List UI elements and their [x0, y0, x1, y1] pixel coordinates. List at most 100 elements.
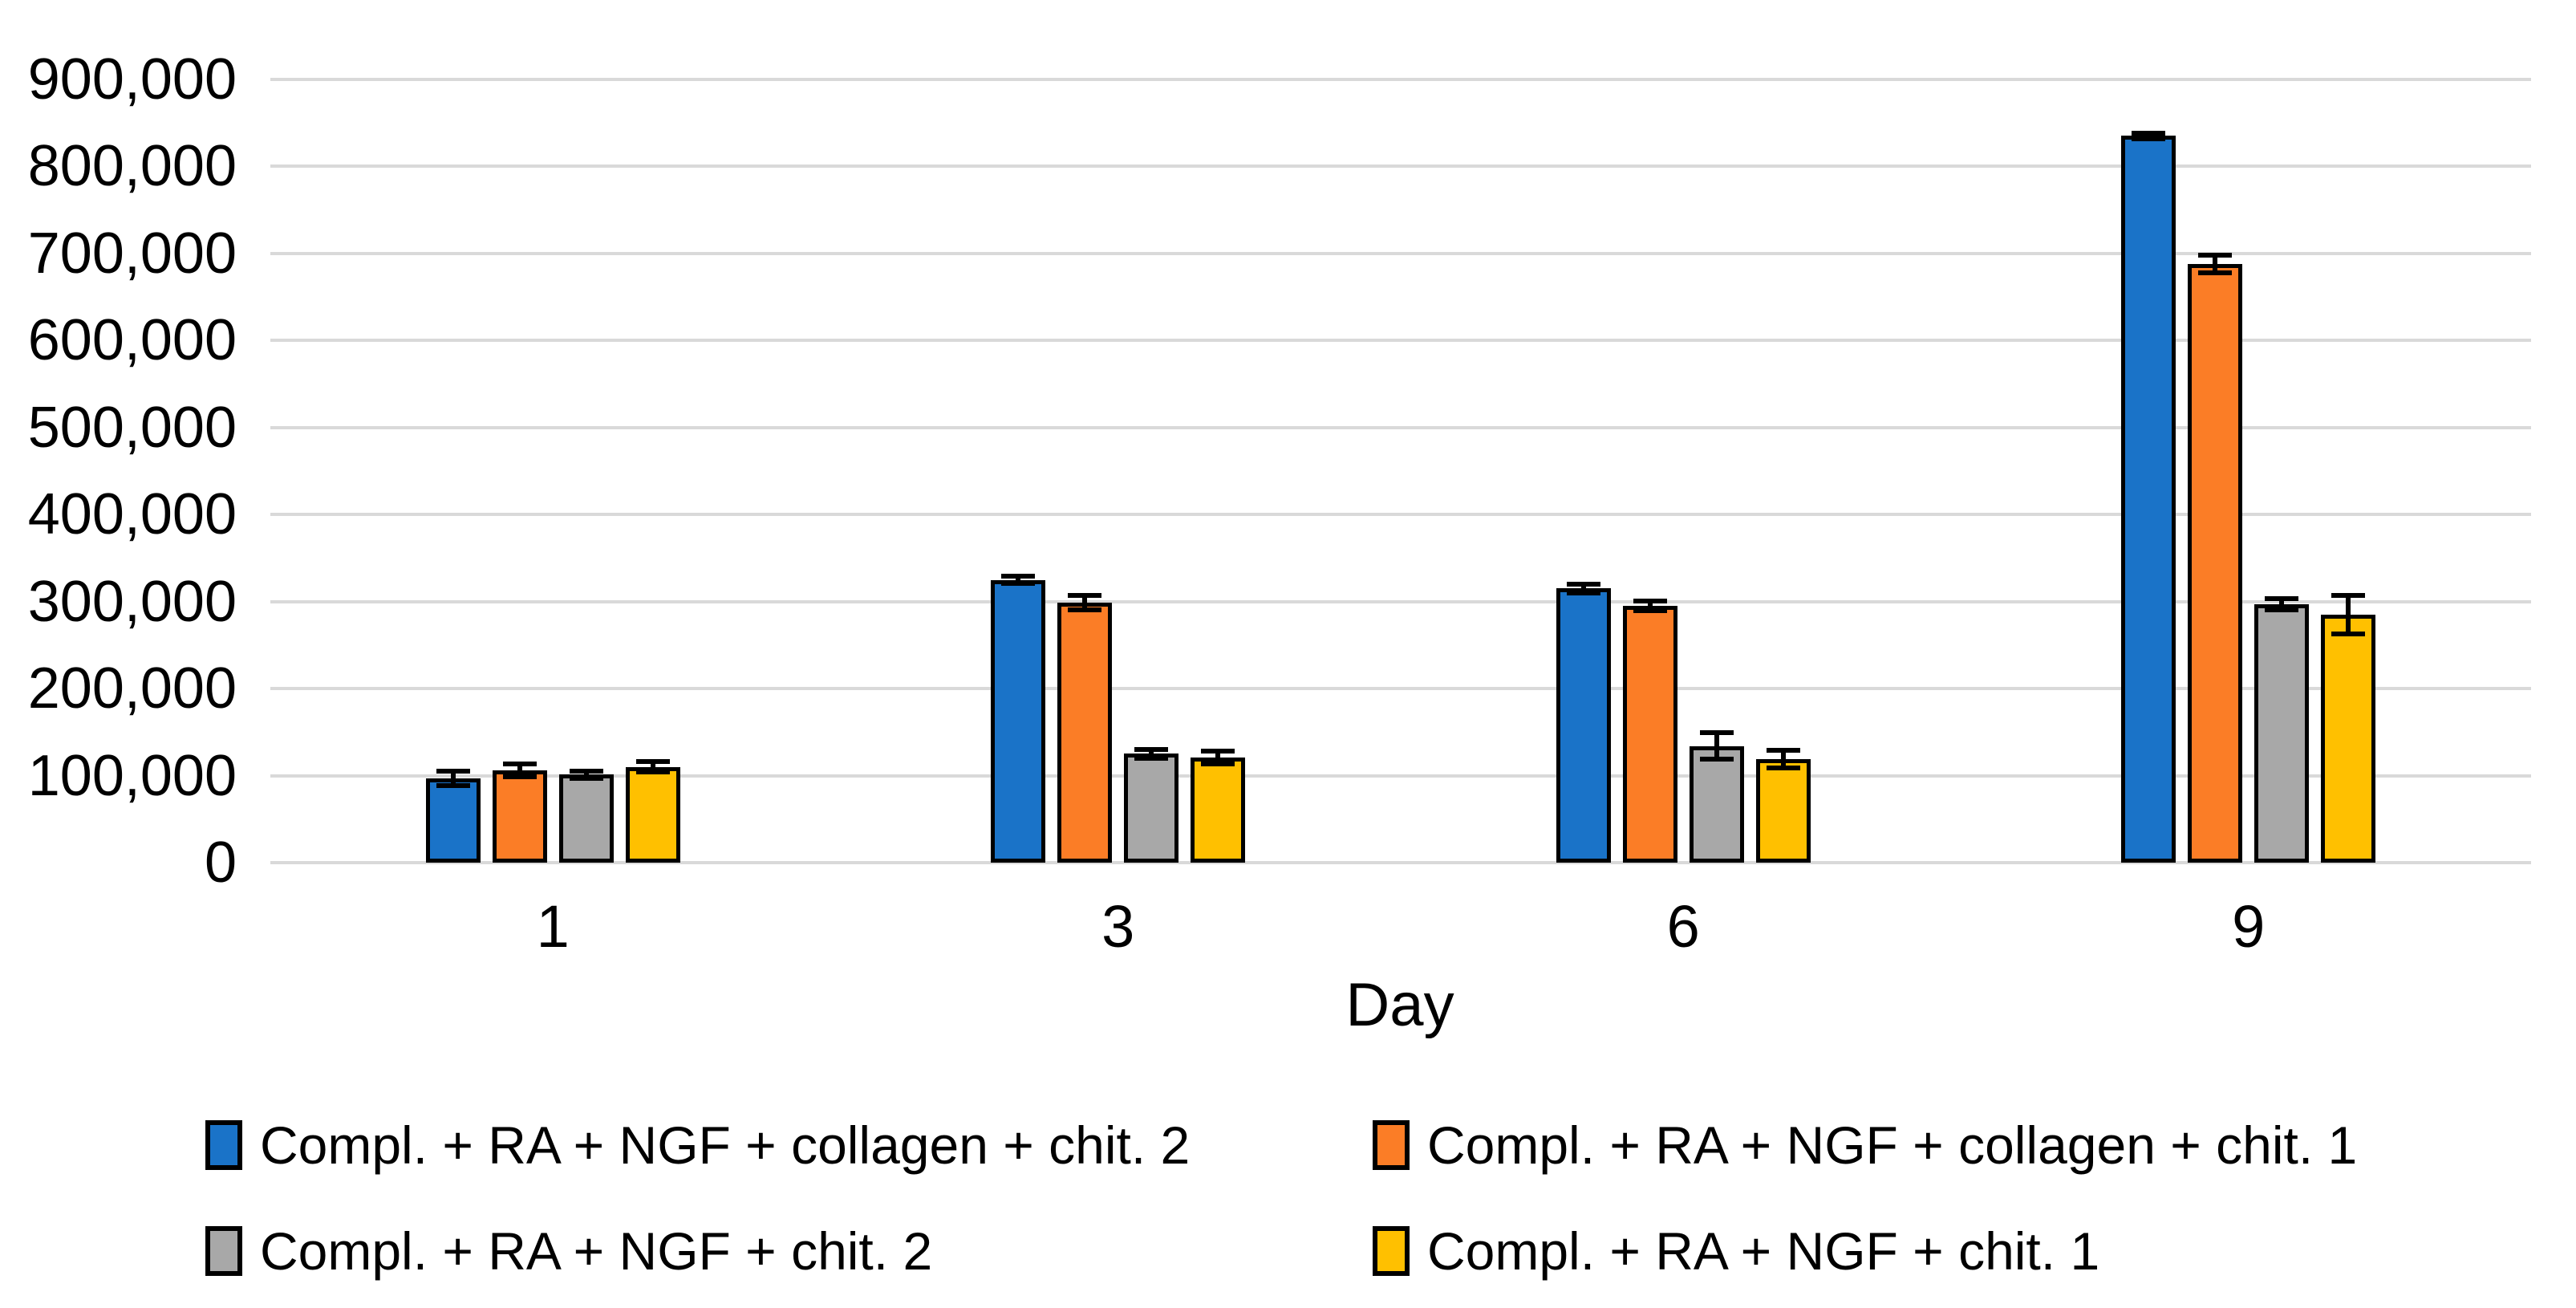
x-tick-label-day-6: 6	[1666, 893, 1700, 960]
y-tick-label: 0	[204, 831, 237, 895]
legend-label: Compl. + RA + NGF + collagen + chit. 1	[1427, 1115, 2358, 1175]
error-bar-stem	[1714, 730, 1719, 762]
error-bar-cap-top	[1766, 747, 1800, 753]
error-bar-stem	[650, 758, 655, 775]
error-bar-stem	[1647, 599, 1653, 613]
bar-day6-series3	[1689, 745, 1744, 863]
error-bar-cap-bottom	[502, 774, 537, 779]
gridline-400,000	[270, 513, 2531, 517]
error-bar-cap-top	[2132, 130, 2166, 136]
bar-day3-series1	[991, 579, 1046, 863]
y-tick-label: 100,000	[27, 743, 237, 808]
legend-swatch-icon	[1373, 1226, 1410, 1276]
gridline-200,000	[270, 687, 2531, 691]
error-bar-cap-top	[1001, 573, 1036, 579]
error-bar-cap-bottom	[2265, 607, 2299, 612]
x-tick-label-day-3: 3	[1101, 893, 1135, 960]
error-bar-cap-bottom	[1201, 761, 1235, 766]
y-tick-label: 600,000	[27, 308, 237, 373]
y-tick-label: 500,000	[27, 395, 237, 460]
bar-day3-series3	[1124, 754, 1179, 863]
error-bar-cap-top	[1068, 592, 1102, 598]
error-bar-cap-bottom	[436, 782, 470, 788]
bar-day9-series3	[2254, 603, 2310, 863]
y-tick-label: 200,000	[27, 656, 237, 721]
error-bar-stem	[2346, 592, 2351, 637]
legend-swatch-icon	[205, 1120, 242, 1170]
x-axis-title: Day	[1345, 971, 1454, 1039]
error-bar-cap-bottom	[2132, 136, 2166, 141]
y-tick-label: 800,000	[27, 134, 237, 199]
x-tick-label-day-1: 1	[536, 893, 570, 960]
error-bar-cap-top	[436, 768, 470, 774]
error-bar-cap-bottom	[1633, 607, 1667, 613]
bar-day6-series1	[1556, 588, 1611, 863]
bar-day1-series4	[625, 766, 680, 863]
gridline-800,000	[270, 165, 2531, 169]
bar-day1-series3	[558, 774, 614, 863]
gridline-300,000	[270, 599, 2531, 603]
gridline-500,000	[270, 425, 2531, 429]
bar-day9-series2	[2188, 263, 2243, 863]
error-bar-stem	[1149, 746, 1154, 762]
legend-label: Compl. + RA + NGF + collagen + chit. 2	[260, 1115, 1191, 1175]
legend-item-4: Compl. + RA + NGF + chit. 1	[1373, 1223, 2099, 1279]
error-bar-cap-bottom	[1068, 607, 1102, 612]
error-bar-cap-top	[1633, 599, 1667, 604]
y-tick-label: 400,000	[27, 482, 237, 547]
error-bar-cap-bottom	[2198, 270, 2233, 275]
error-bar-stem	[583, 768, 589, 782]
error-bar-stem	[1215, 748, 1221, 766]
bar-day3-series4	[1191, 757, 1246, 863]
y-tick-label: 900,000	[27, 47, 237, 112]
error-bar-stem	[1016, 573, 1021, 587]
bar-day9-series1	[2121, 136, 2176, 863]
error-bar-cap-bottom	[2331, 632, 2366, 637]
error-bar-cap-bottom	[1566, 591, 1600, 596]
error-bar-cap-bottom	[635, 770, 670, 775]
bar-day1-series2	[492, 770, 547, 863]
error-bar-cap-top	[2198, 252, 2233, 258]
gridline-700,000	[270, 251, 2531, 255]
error-bar-cap-top	[502, 762, 537, 767]
error-bar-stem	[2279, 596, 2285, 612]
error-bar-cap-bottom	[1134, 756, 1169, 762]
error-bar-stem	[2146, 130, 2152, 141]
error-bar-cap-top	[1201, 748, 1235, 754]
y-tick-label: 300,000	[27, 569, 237, 634]
error-bar-stem	[1780, 747, 1786, 771]
error-bar-cap-top	[2265, 596, 2299, 602]
error-bar-cap-top	[635, 758, 670, 764]
bar-day6-series2	[1622, 606, 1677, 863]
error-bar-stem	[2213, 252, 2218, 275]
bar-day9-series4	[2321, 614, 2376, 863]
legend-label: Compl. + RA + NGF + chit. 2	[260, 1221, 933, 1281]
legend-label: Compl. + RA + NGF + chit. 1	[1427, 1221, 2100, 1281]
bar-day6-series4	[1755, 758, 1811, 863]
error-bar-cap-top	[569, 768, 603, 774]
legend-swatch-icon	[1373, 1120, 1410, 1170]
gridline-600,000	[270, 339, 2531, 343]
error-bar-cap-top	[2331, 592, 2366, 598]
x-tick-label-day-9: 9	[2232, 893, 2266, 960]
bar-day1-series1	[425, 778, 481, 863]
gridline-0	[270, 861, 2531, 864]
bar-day3-series2	[1057, 602, 1113, 863]
error-bar-cap-top	[1134, 746, 1169, 752]
gridline-900,000	[270, 78, 2531, 81]
legend-item-2: Compl. + RA + NGF + collagen + chit. 1	[1373, 1117, 2357, 1173]
legend-swatch-icon	[205, 1226, 242, 1276]
error-bar-stem	[1082, 592, 1088, 612]
legend-item-1: Compl. + RA + NGF + collagen + chit. 2	[205, 1117, 1190, 1173]
legend-item-3: Compl. + RA + NGF + chit. 2	[205, 1223, 932, 1279]
error-bar-stem	[517, 762, 522, 779]
y-tick-label: 700,000	[27, 221, 237, 286]
error-bar-stem	[450, 768, 456, 788]
error-bar-cap-bottom	[1001, 581, 1036, 587]
error-bar-cap-bottom	[569, 776, 603, 782]
error-bar-cap-bottom	[1699, 757, 1734, 762]
error-bar-stem	[1580, 581, 1586, 596]
error-bar-cap-top	[1699, 730, 1734, 736]
error-bar-cap-bottom	[1766, 766, 1800, 771]
